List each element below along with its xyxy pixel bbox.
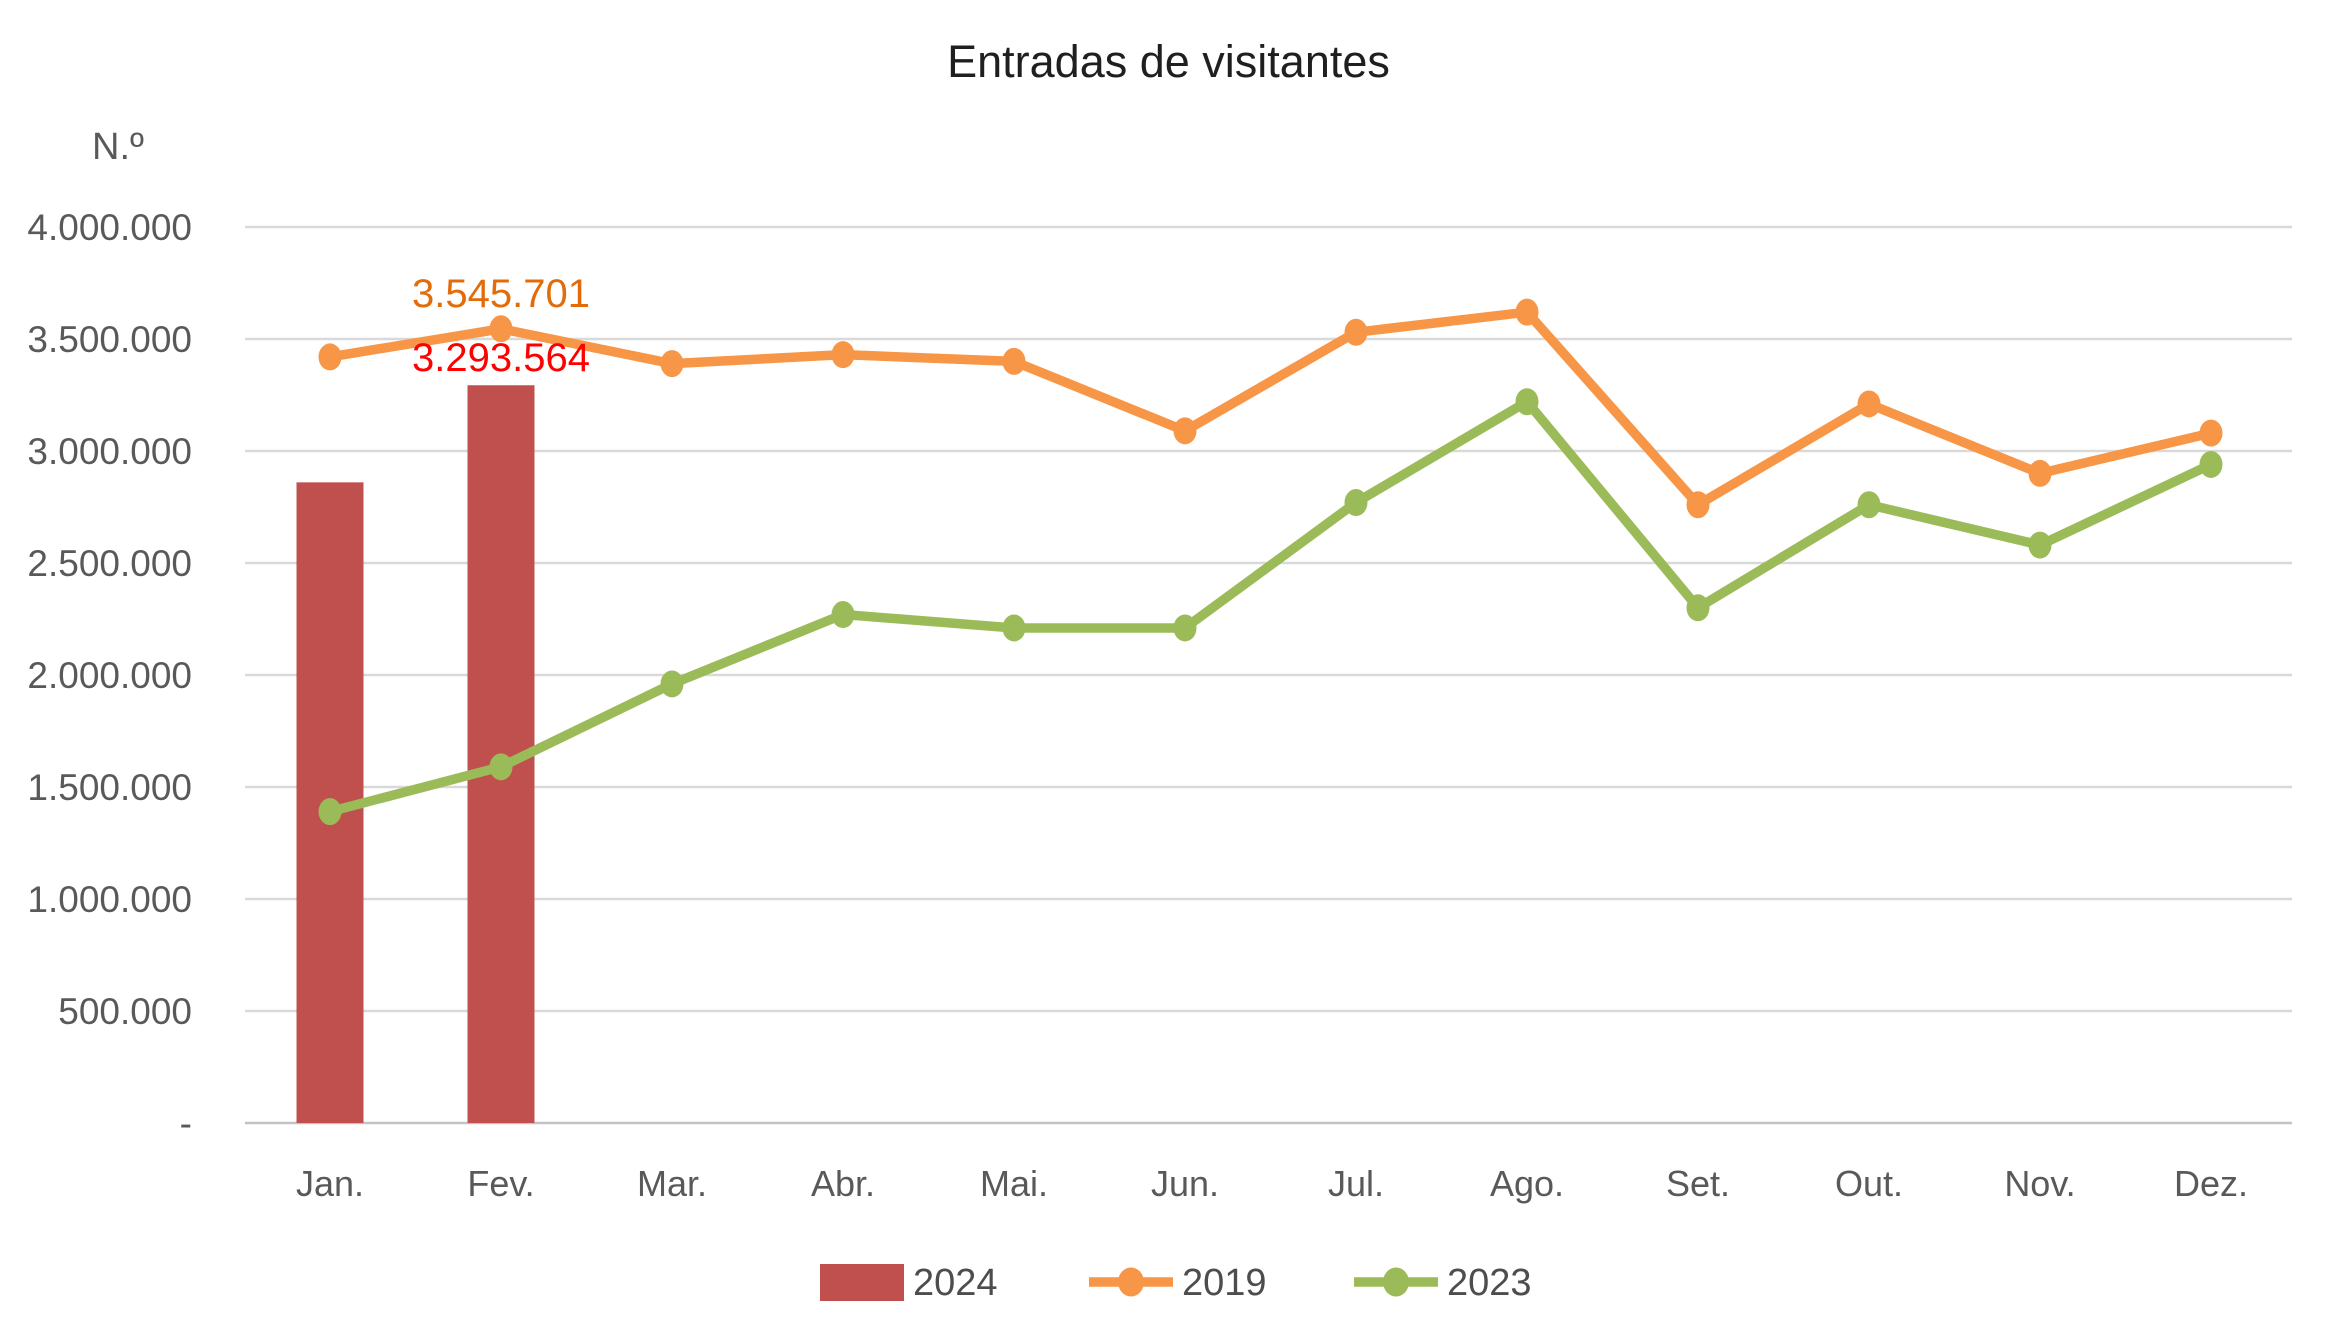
point-2023-abr[interactable] xyxy=(831,601,855,629)
point-2019-out[interactable] xyxy=(1857,390,1881,418)
y-tick-label: 1.000.000 xyxy=(27,879,192,920)
y-tick-label: - xyxy=(180,1103,192,1144)
point-2023-jul[interactable] xyxy=(1344,489,1368,517)
legend-swatch-2024 xyxy=(820,1264,904,1301)
point-2023-ago[interactable] xyxy=(1515,388,1539,416)
y-tick-label: 3.000.000 xyxy=(27,431,192,472)
point-2023-jan[interactable] xyxy=(318,798,342,826)
x-tick-label-jun: Jun. xyxy=(1151,1163,1219,1204)
point-2019-abr[interactable] xyxy=(831,341,855,369)
y-tick-label: 4.000.000 xyxy=(27,207,192,248)
point-2019-set[interactable] xyxy=(1686,491,1710,519)
line-2019[interactable] xyxy=(325,307,2216,510)
legend-label-2019: 2019 xyxy=(1182,1262,1267,1304)
line-2023[interactable] xyxy=(325,396,2216,817)
y-tick-label: 3.500.000 xyxy=(27,319,192,360)
legend-label-2024: 2024 xyxy=(913,1262,998,1304)
x-tick-label-set: Set. xyxy=(1666,1163,1730,1204)
point-2019-mai[interactable] xyxy=(1002,347,1026,375)
x-tick-label-dez: Dez. xyxy=(2174,1163,2248,1204)
point-2023-jun[interactable] xyxy=(1173,614,1197,642)
legend-marker-2019 xyxy=(1118,1267,1144,1297)
point-2023-nov[interactable] xyxy=(2028,531,2052,559)
y-axis-unit-label: N.º xyxy=(92,126,144,168)
x-tick-label-out: Out. xyxy=(1835,1163,1903,1204)
x-tick-label-jan: Jan. xyxy=(296,1163,364,1204)
data-label-2019: 3.545.701 xyxy=(412,272,590,316)
point-2019-fev[interactable] xyxy=(489,315,513,343)
y-tick-label: 1.500.000 xyxy=(27,767,192,808)
x-tick-label-mai: Mai. xyxy=(980,1163,1048,1204)
x-tick-label-mar: Mar. xyxy=(637,1163,707,1204)
point-2023-out[interactable] xyxy=(1857,491,1881,519)
data-label-2024: 3.293.564 xyxy=(412,336,590,380)
legend-item-2024[interactable]: 2024 xyxy=(820,1262,998,1304)
chart-title[interactable]: Entradas de visitantes xyxy=(947,36,1390,87)
point-2023-fev[interactable] xyxy=(489,753,513,781)
legend-item-2019[interactable]: 2019 xyxy=(1089,1262,1267,1304)
point-2019-nov[interactable] xyxy=(2028,459,2052,487)
point-2019-mar[interactable] xyxy=(660,350,684,378)
point-2019-jan[interactable] xyxy=(318,343,342,371)
point-2023-mar[interactable] xyxy=(660,670,684,698)
legend-marker-2023 xyxy=(1383,1267,1409,1297)
x-tick-label-abr: Abr. xyxy=(811,1163,875,1204)
point-2019-dez[interactable] xyxy=(2199,419,2223,447)
y-tick-label: 500.000 xyxy=(58,991,192,1032)
x-tick-label-ago: Ago. xyxy=(1490,1163,1564,1204)
x-tick-label-jul: Jul. xyxy=(1328,1163,1384,1204)
legend-label-2023: 2023 xyxy=(1447,1262,1532,1304)
point-2023-mai[interactable] xyxy=(1002,614,1026,642)
point-2023-set[interactable] xyxy=(1686,594,1710,622)
point-2023-dez[interactable] xyxy=(2199,450,2223,478)
y-tick-label: 2.000.000 xyxy=(27,655,192,696)
legend-item-2023[interactable]: 2023 xyxy=(1354,1262,1532,1304)
point-2019-jun[interactable] xyxy=(1173,417,1197,445)
x-tick-label-fev: Fev. xyxy=(467,1163,534,1204)
y-tick-label: 2.500.000 xyxy=(27,543,192,584)
point-2019-jul[interactable] xyxy=(1344,318,1368,346)
point-2019-ago[interactable] xyxy=(1515,298,1539,326)
x-tick-label-nov: Nov. xyxy=(2004,1163,2075,1204)
